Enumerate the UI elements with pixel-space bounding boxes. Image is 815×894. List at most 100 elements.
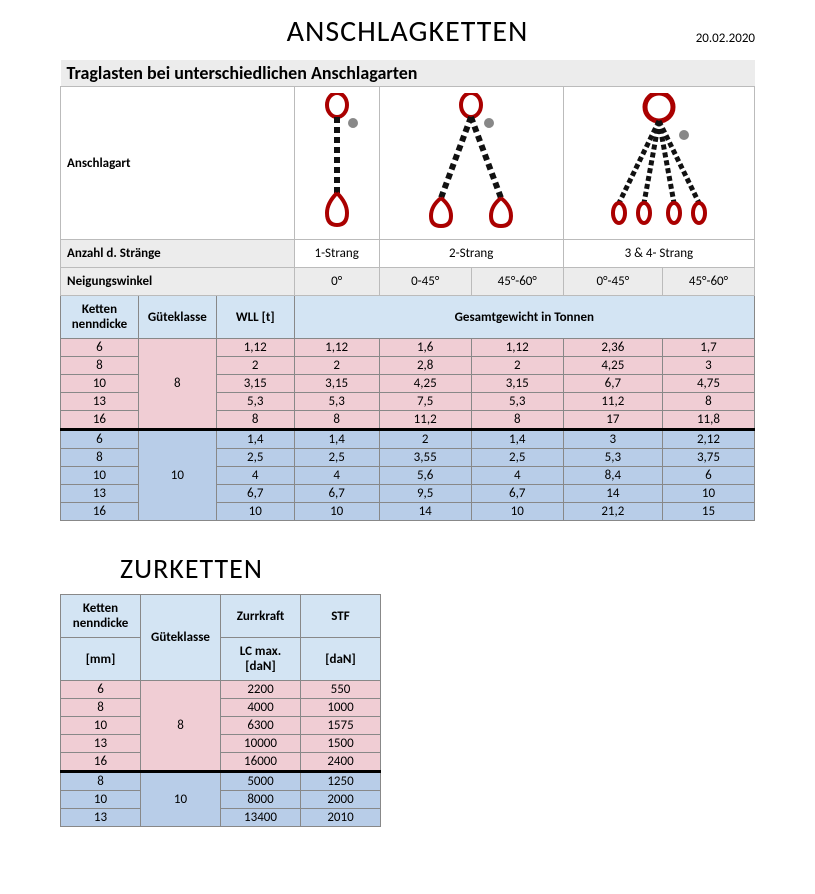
cell-d: 8 bbox=[61, 699, 141, 717]
cell-val: 1,4 bbox=[294, 430, 379, 449]
cell-wll: 1,12 bbox=[216, 339, 294, 357]
cell-val: 2,8 bbox=[379, 357, 471, 375]
cell-d: 8 bbox=[61, 357, 139, 375]
cell-val: 10 bbox=[471, 503, 563, 521]
cell-val: 2,12 bbox=[662, 430, 754, 449]
cell-lc: 6300 bbox=[221, 717, 301, 735]
traglast-table: Traglasten bei unterschiedlichen Anschla… bbox=[60, 60, 755, 521]
table-row: 682200550 bbox=[61, 681, 381, 699]
table-row: 8 40001000 bbox=[61, 699, 381, 717]
cell-val: 10 bbox=[294, 503, 379, 521]
cell-val: 10 bbox=[662, 485, 754, 503]
cell-d: 13 bbox=[61, 393, 139, 411]
cell-d: 6 bbox=[61, 681, 141, 699]
zur-title: ZURKETTEN bbox=[120, 551, 805, 586]
cell-val: 11,2 bbox=[563, 393, 662, 411]
zur-col-stf: STF bbox=[301, 595, 381, 638]
cell-d: 13 bbox=[61, 809, 141, 827]
strang-1: 1-Strang bbox=[294, 240, 379, 268]
cell-lc: 4000 bbox=[221, 699, 301, 717]
col-wll: WLL [t] bbox=[216, 296, 294, 339]
cell-val: 3,75 bbox=[662, 449, 754, 467]
cell-val: 1,7 bbox=[662, 339, 754, 357]
cell-val: 3,15 bbox=[294, 375, 379, 393]
cell-val: 3 bbox=[563, 430, 662, 449]
chain-2-strand-icon bbox=[379, 87, 563, 240]
table-row: 6101,41,421,432,12 bbox=[61, 430, 755, 449]
cell-val: 6,7 bbox=[471, 485, 563, 503]
cell-val: 3,55 bbox=[379, 449, 471, 467]
cell-val: 5,3 bbox=[563, 449, 662, 467]
cell-val: 21,2 bbox=[563, 503, 662, 521]
cell-val: 5,6 bbox=[379, 467, 471, 485]
cell-d: 6 bbox=[61, 339, 139, 357]
cell-stf: 550 bbox=[301, 681, 381, 699]
cell-val: 1,12 bbox=[471, 339, 563, 357]
cell-lc: 16000 bbox=[221, 753, 301, 772]
straenge-label: Anzahl d. Stränge bbox=[61, 240, 295, 268]
cell-val: 5,3 bbox=[294, 393, 379, 411]
table-row: 681,121,121,61,122,361,7 bbox=[61, 339, 755, 357]
cell-val: 15 bbox=[662, 503, 754, 521]
cell-val: 11,8 bbox=[662, 411, 754, 430]
cell-val: 4,25 bbox=[563, 357, 662, 375]
winkel-label: Neigungswinkel bbox=[61, 268, 295, 296]
cell-val: 2 bbox=[294, 357, 379, 375]
cell-val: 2,5 bbox=[471, 449, 563, 467]
table-row: 13100001500 bbox=[61, 735, 381, 753]
cell-d: 13 bbox=[61, 485, 139, 503]
cell-d: 16 bbox=[61, 753, 141, 772]
zur-col-lc: LC max. [daN] bbox=[221, 638, 301, 681]
cell-d: 13 bbox=[61, 735, 141, 753]
cell-guete: 10 bbox=[138, 430, 216, 521]
page-title: ANSCHLAGKETTEN bbox=[287, 13, 529, 50]
cell-val: 1,12 bbox=[294, 339, 379, 357]
cell-val: 4,25 bbox=[379, 375, 471, 393]
cell-val: 6 bbox=[662, 467, 754, 485]
cell-wll: 3,15 bbox=[216, 375, 294, 393]
table-row: 10 63001575 bbox=[61, 717, 381, 735]
cell-val: 14 bbox=[563, 485, 662, 503]
cell-d: 16 bbox=[61, 503, 139, 521]
cell-stf: 1000 bbox=[301, 699, 381, 717]
cell-val: 17 bbox=[563, 411, 662, 430]
table-row: 81050001250 bbox=[61, 772, 381, 791]
zur-col-dan: [daN] bbox=[301, 638, 381, 681]
table-row: 16160002400 bbox=[61, 753, 381, 772]
page-date: 20.02.2020 bbox=[696, 31, 755, 46]
cell-val: 6,7 bbox=[563, 375, 662, 393]
cell-wll: 4 bbox=[216, 467, 294, 485]
cell-guete: 10 bbox=[141, 772, 221, 827]
cell-val: 4 bbox=[471, 467, 563, 485]
cell-val: 7,5 bbox=[379, 393, 471, 411]
cell-val: 1,6 bbox=[379, 339, 471, 357]
cell-val: 5,3 bbox=[471, 393, 563, 411]
cell-val: 2,36 bbox=[563, 339, 662, 357]
cell-val: 1,4 bbox=[471, 430, 563, 449]
zur-col-ketten: Ketten nenndicke bbox=[61, 595, 141, 638]
cell-guete: 8 bbox=[138, 339, 216, 430]
col-span: Gesamtgewicht in Tonnen bbox=[294, 296, 754, 339]
cell-wll: 10 bbox=[216, 503, 294, 521]
cell-d: 8 bbox=[61, 772, 141, 791]
subtitle: Traglasten bei unterschiedlichen Anschla… bbox=[61, 60, 755, 87]
strang-34: 3 & 4- Strang bbox=[563, 240, 754, 268]
strang-2: 2-Strang bbox=[379, 240, 563, 268]
cell-val: 3 bbox=[662, 357, 754, 375]
cell-wll: 2 bbox=[216, 357, 294, 375]
cell-val: 2 bbox=[471, 357, 563, 375]
cell-stf: 2000 bbox=[301, 791, 381, 809]
cell-stf: 1250 bbox=[301, 772, 381, 791]
cell-val: 8 bbox=[294, 411, 379, 430]
winkel-2: 45°-60° bbox=[471, 268, 563, 296]
cell-d: 10 bbox=[61, 791, 141, 809]
cell-d: 10 bbox=[61, 717, 141, 735]
zur-col-guete: Güteklasse bbox=[141, 595, 221, 681]
cell-val: 4 bbox=[294, 467, 379, 485]
cell-val: 2,5 bbox=[294, 449, 379, 467]
col-ketten: Ketten nenndicke bbox=[61, 296, 139, 339]
cell-guete: 8 bbox=[141, 681, 221, 772]
cell-lc: 2200 bbox=[221, 681, 301, 699]
cell-stf: 1575 bbox=[301, 717, 381, 735]
cell-wll: 1,4 bbox=[216, 430, 294, 449]
